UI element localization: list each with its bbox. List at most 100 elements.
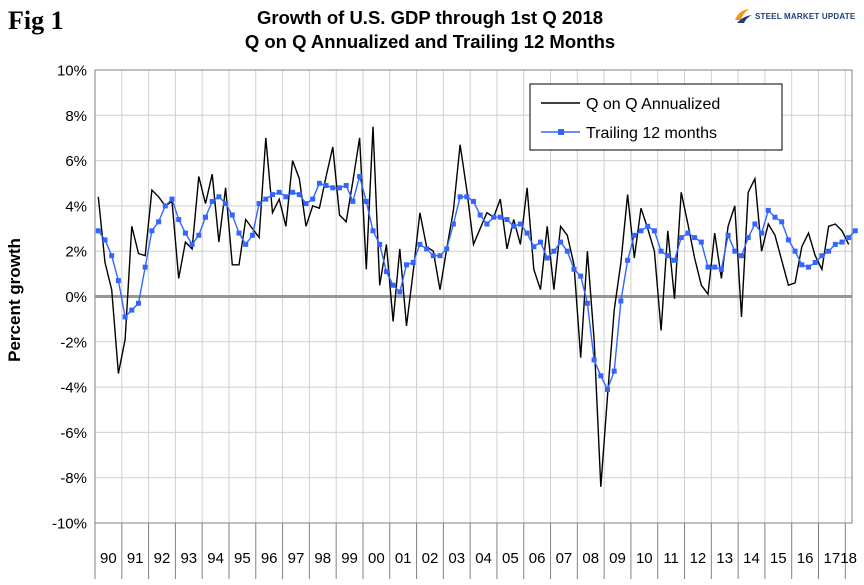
trailing-point — [350, 198, 356, 204]
trailing-point — [383, 269, 389, 275]
trailing-point — [357, 174, 363, 179]
trailing-point — [437, 253, 443, 259]
trailing-point — [618, 298, 624, 304]
trailing-point — [243, 241, 249, 247]
x-year-label: 08 — [582, 550, 599, 567]
x-axis-year-labels: 90 91 92 93 94 95 96 97 98 99 00 01 02 03 04 05 06 07 08 09… — [94, 523, 857, 579]
logo-mark-icon — [735, 9, 752, 23]
y-tick-label: 2% — [65, 244, 87, 261]
trailing-point — [846, 235, 852, 241]
trailing-point — [792, 248, 798, 254]
x-year-label: 18 — [840, 550, 857, 567]
x-year-label: 14 — [743, 550, 760, 567]
trailing-point — [122, 314, 128, 320]
trailing-point — [142, 264, 148, 270]
x-year-label: 98 — [314, 550, 331, 567]
x-year-label: 93 — [180, 550, 197, 567]
trailing-point — [176, 217, 182, 222]
trailing-point — [651, 228, 657, 234]
x-year-label: 01 — [395, 550, 412, 567]
trailing-point — [377, 241, 383, 247]
trailing-point — [839, 239, 845, 245]
trailing-point — [504, 217, 510, 222]
chart-subtitle: Q on Q Annualized and Trailing 12 Months — [244, 31, 616, 52]
trailing-point — [450, 221, 456, 227]
x-year-label: 02 — [422, 550, 439, 567]
trailing-point — [444, 246, 450, 252]
trailing-point — [665, 253, 671, 259]
legend: Q on Q Annualized Trailing 12 months — [529, 83, 783, 151]
y-axis-tick-labels: -10% -8% -6% -4% -2% 0% 2% 4% 6% 8% 10% — [52, 63, 87, 533]
trailing-point — [645, 223, 651, 229]
figure-label: Fig 1 — [8, 6, 64, 35]
trailing-point — [752, 221, 758, 227]
x-year-label: 05 — [502, 550, 519, 567]
y-axis-label: Percent growth — [5, 238, 24, 362]
trailing-point — [189, 241, 195, 247]
trailing-point — [732, 248, 738, 254]
trailing-point — [283, 194, 289, 200]
trailing-point — [672, 257, 677, 263]
trailing-point — [524, 230, 530, 236]
trailing-point — [156, 219, 162, 225]
x-year-label: 15 — [770, 550, 787, 567]
x-year-label: 91 — [127, 550, 144, 567]
trailing-point — [270, 192, 275, 198]
trailing-point — [276, 189, 282, 195]
x-year-label: 09 — [609, 550, 626, 567]
y-tick-label: 8% — [65, 108, 87, 125]
trailing-point — [631, 232, 637, 238]
trailing-point — [129, 307, 135, 313]
trailing-point — [136, 300, 141, 306]
trailing-point — [149, 228, 155, 234]
series-layer — [95, 126, 858, 487]
trailing-point — [471, 198, 476, 204]
trailing-point — [678, 235, 684, 241]
trailing-point — [725, 232, 731, 238]
trailing-point — [819, 253, 825, 259]
trailing-point — [477, 212, 483, 218]
trailing-point — [806, 264, 811, 270]
trailing-point — [852, 228, 858, 234]
x-year-label: 10 — [636, 550, 653, 567]
trailing-point — [115, 278, 121, 284]
y-tick-label: 10% — [57, 63, 87, 80]
trailing-point — [497, 214, 503, 220]
logo-text: STEEL MARKET UPDATE — [755, 12, 856, 21]
trailing-point — [484, 221, 490, 227]
x-year-label: 07 — [556, 550, 573, 567]
trailing-point — [310, 196, 316, 202]
y-tick-label: -2% — [60, 334, 87, 351]
trailing-point — [578, 273, 584, 279]
trailing-point — [464, 194, 470, 200]
trailing-point — [739, 253, 744, 259]
trailing-point — [457, 194, 463, 200]
x-year-label: 04 — [475, 550, 492, 567]
x-year-label: 90 — [100, 550, 117, 567]
steel-market-update-logo: STEEL MARKET UPDATE — [733, 6, 858, 30]
trailing-point — [397, 289, 403, 295]
trailing-point — [517, 221, 523, 227]
trailing-point — [718, 266, 724, 272]
trailing-point — [343, 183, 349, 188]
trailing-point — [370, 228, 376, 234]
x-year-label: 99 — [341, 550, 358, 567]
trailing-point — [223, 201, 229, 207]
x-year-label: 17 — [824, 550, 841, 567]
x-year-label: 00 — [368, 550, 385, 567]
trailing-point — [779, 219, 785, 225]
chart-title: Growth of U.S. GDP through 1st Q 2018 — [256, 7, 604, 28]
trailing-point — [605, 386, 610, 392]
trailing-point — [625, 257, 631, 263]
trailing-point — [772, 214, 778, 220]
y-tick-label: -10% — [52, 516, 87, 533]
x-year-label: 97 — [288, 550, 305, 567]
trailing-point — [826, 248, 832, 254]
x-year-label: 13 — [716, 550, 733, 567]
trailing-point — [638, 228, 644, 234]
x-year-label: 12 — [690, 550, 707, 567]
trailing-point — [169, 196, 175, 202]
trailing-point — [323, 183, 329, 188]
y-tick-label: 0% — [65, 289, 87, 306]
